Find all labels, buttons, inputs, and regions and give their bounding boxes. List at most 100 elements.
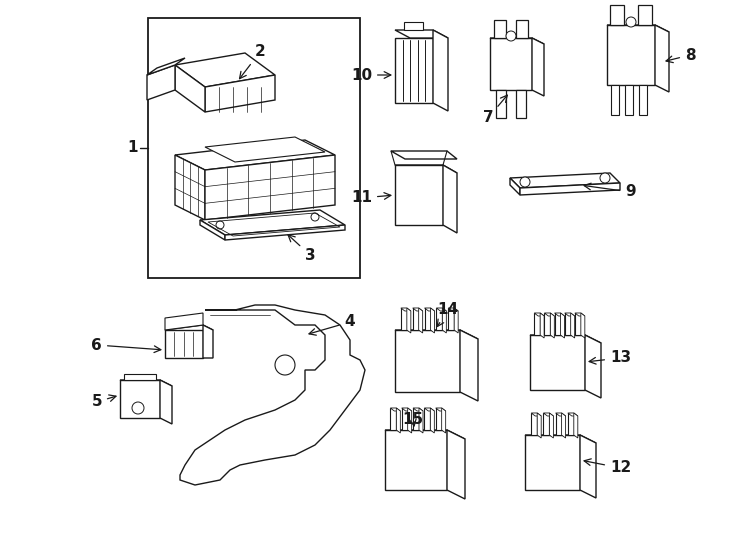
Polygon shape (413, 308, 423, 311)
Circle shape (275, 355, 295, 375)
Bar (568, 413, 574, 435)
Polygon shape (568, 413, 578, 416)
Polygon shape (205, 75, 275, 112)
Polygon shape (396, 408, 400, 433)
Bar (490, 38, 532, 90)
Polygon shape (580, 435, 596, 498)
Polygon shape (562, 413, 566, 438)
Polygon shape (395, 330, 478, 339)
Polygon shape (147, 65, 175, 100)
Polygon shape (607, 25, 669, 32)
Bar (545, 313, 550, 335)
Polygon shape (175, 65, 205, 112)
Bar (516, 90, 526, 118)
Bar (395, 165, 443, 225)
Polygon shape (436, 308, 446, 311)
Polygon shape (413, 408, 423, 411)
Text: 8: 8 (666, 48, 696, 63)
Bar (530, 335, 585, 390)
Text: 15: 15 (402, 413, 424, 428)
Polygon shape (407, 308, 411, 333)
Bar (148, 18, 360, 278)
Bar (424, 308, 431, 330)
Bar (448, 308, 454, 330)
Polygon shape (520, 183, 620, 195)
Polygon shape (436, 408, 446, 411)
Text: 6: 6 (91, 338, 161, 353)
Text: 13: 13 (589, 350, 631, 366)
Polygon shape (447, 430, 465, 499)
Polygon shape (443, 308, 446, 333)
Text: 3: 3 (288, 235, 316, 262)
Text: 14: 14 (437, 302, 459, 327)
Bar (610, 5, 624, 25)
Bar (534, 313, 540, 335)
Polygon shape (200, 210, 345, 235)
Polygon shape (454, 308, 458, 333)
Bar (165, 330, 203, 358)
Polygon shape (585, 335, 601, 398)
Bar (556, 413, 562, 435)
Polygon shape (561, 313, 564, 338)
Bar (575, 313, 581, 335)
Circle shape (506, 31, 516, 41)
Bar (385, 430, 447, 490)
Text: 7: 7 (483, 95, 507, 125)
Text: 1: 1 (128, 140, 138, 156)
Text: 2: 2 (239, 44, 266, 79)
Polygon shape (532, 38, 544, 96)
Bar (124, 374, 156, 380)
Bar (404, 22, 423, 30)
Polygon shape (554, 313, 564, 316)
Polygon shape (540, 313, 544, 338)
Polygon shape (418, 308, 423, 333)
Polygon shape (175, 140, 335, 170)
Polygon shape (395, 30, 448, 38)
Polygon shape (550, 413, 553, 438)
Polygon shape (556, 413, 566, 416)
Polygon shape (460, 330, 478, 401)
Polygon shape (147, 58, 185, 75)
Polygon shape (419, 408, 423, 433)
Polygon shape (175, 53, 275, 87)
Text: 9: 9 (584, 183, 636, 199)
Text: 10: 10 (351, 68, 390, 83)
Text: 12: 12 (584, 459, 631, 476)
Polygon shape (443, 165, 457, 233)
Text: 4: 4 (309, 314, 355, 335)
Bar (516, 20, 528, 38)
Bar (525, 435, 580, 490)
Polygon shape (550, 313, 554, 338)
Circle shape (311, 213, 319, 221)
Polygon shape (510, 178, 520, 195)
Circle shape (600, 173, 610, 183)
Bar (120, 380, 160, 418)
Polygon shape (510, 173, 620, 188)
Polygon shape (205, 155, 335, 220)
Bar (611, 85, 619, 115)
Polygon shape (424, 408, 435, 411)
Bar (607, 25, 655, 85)
Bar (395, 330, 460, 392)
Bar (625, 85, 633, 115)
Bar (638, 5, 652, 25)
Polygon shape (180, 305, 365, 485)
Bar (543, 413, 550, 435)
Polygon shape (225, 225, 345, 240)
Polygon shape (574, 413, 578, 438)
Polygon shape (391, 151, 457, 159)
Polygon shape (530, 335, 601, 343)
Polygon shape (407, 408, 412, 433)
Polygon shape (390, 408, 400, 411)
Polygon shape (531, 413, 541, 416)
Polygon shape (395, 165, 457, 173)
Polygon shape (165, 325, 213, 335)
Bar (496, 90, 506, 118)
Polygon shape (543, 413, 553, 416)
Circle shape (216, 221, 224, 229)
Polygon shape (385, 430, 465, 439)
Polygon shape (165, 313, 203, 330)
Bar (395, 38, 433, 103)
Polygon shape (442, 408, 446, 433)
Bar (639, 85, 647, 115)
